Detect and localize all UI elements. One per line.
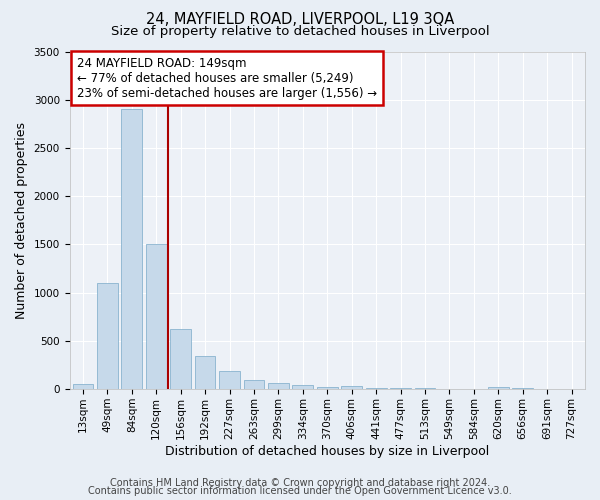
X-axis label: Distribution of detached houses by size in Liverpool: Distribution of detached houses by size … xyxy=(165,444,490,458)
Bar xyxy=(195,356,215,389)
Bar xyxy=(415,388,436,389)
Bar xyxy=(97,283,118,389)
Text: 24, MAYFIELD ROAD, LIVERPOOL, L19 3QA: 24, MAYFIELD ROAD, LIVERPOOL, L19 3QA xyxy=(146,12,454,28)
Bar xyxy=(244,380,265,389)
Bar xyxy=(512,388,533,389)
Bar xyxy=(268,383,289,389)
Y-axis label: Number of detached properties: Number of detached properties xyxy=(15,122,28,319)
Bar xyxy=(317,387,338,389)
Bar xyxy=(341,386,362,389)
Text: Size of property relative to detached houses in Liverpool: Size of property relative to detached ho… xyxy=(110,25,490,38)
Bar xyxy=(146,244,167,389)
Bar xyxy=(366,388,386,389)
Text: Contains HM Land Registry data © Crown copyright and database right 2024.: Contains HM Land Registry data © Crown c… xyxy=(110,478,490,488)
Bar xyxy=(170,330,191,389)
Bar xyxy=(73,384,94,389)
Bar xyxy=(219,372,240,389)
Text: 24 MAYFIELD ROAD: 149sqm
← 77% of detached houses are smaller (5,249)
23% of sem: 24 MAYFIELD ROAD: 149sqm ← 77% of detach… xyxy=(77,56,377,100)
Bar xyxy=(121,110,142,389)
Bar xyxy=(488,388,509,389)
Bar xyxy=(292,386,313,389)
Text: Contains public sector information licensed under the Open Government Licence v3: Contains public sector information licen… xyxy=(88,486,512,496)
Bar xyxy=(390,388,411,389)
